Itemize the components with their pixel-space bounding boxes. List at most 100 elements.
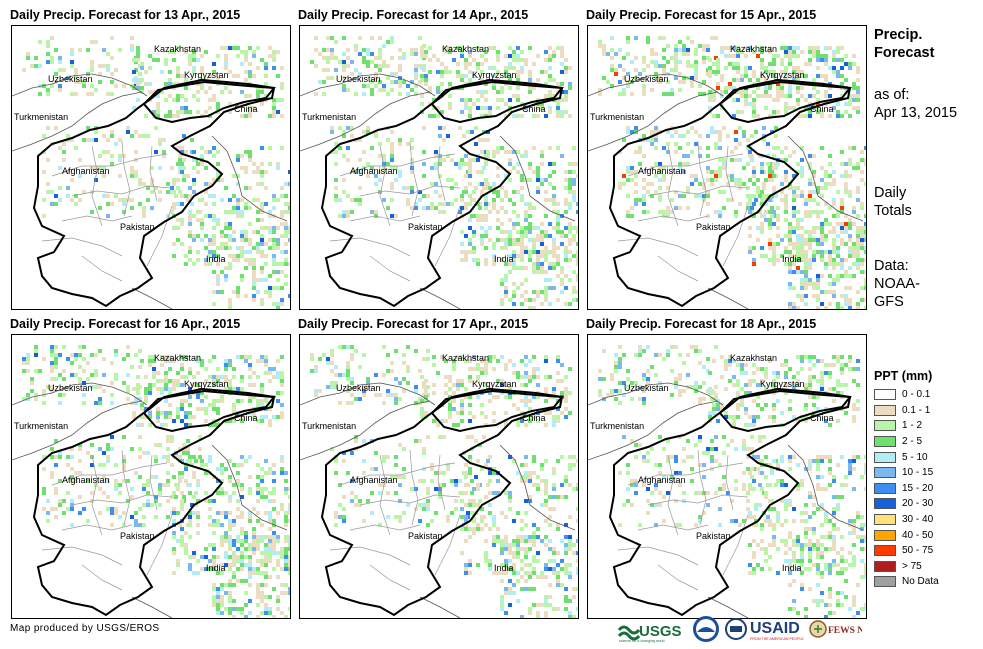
legend-item: 10 - 15 — [874, 465, 939, 481]
province-border — [667, 454, 679, 536]
province-border — [339, 462, 456, 486]
province-border — [61, 215, 133, 222]
province-border — [81, 255, 123, 282]
legend-item: 0.1 - 1 — [874, 403, 939, 419]
country-label-turkmenistan: Turkmenistan — [14, 421, 68, 431]
country-label-pakistan: Pakistan — [408, 531, 443, 541]
legend-swatch — [874, 560, 896, 572]
country-label-india: India — [494, 563, 514, 573]
country-border — [300, 91, 431, 152]
legend-swatch — [874, 498, 896, 510]
province-border — [81, 564, 123, 591]
province-border — [369, 255, 411, 282]
region-outline — [142, 80, 276, 124]
legend-label: 0.1 - 1 — [902, 404, 931, 416]
country-border — [588, 400, 719, 461]
province-border — [379, 454, 391, 536]
province-border — [146, 514, 173, 576]
panel-title: Daily Precip. Forecast for 15 Apr., 2015 — [586, 8, 817, 22]
usaid-seal-logo — [725, 618, 747, 640]
country-border — [131, 287, 173, 309]
region-outline — [608, 387, 852, 617]
province-border — [379, 145, 391, 227]
legend-swatch — [874, 467, 896, 479]
province-border — [657, 255, 699, 282]
country-border — [12, 73, 148, 97]
usgs-logo: USGS science for a changing world — [617, 623, 682, 643]
country-label-turkmenistan: Turkmenistan — [302, 112, 356, 122]
country-label-turkmenistan: Turkmenistan — [590, 421, 644, 431]
province-border — [725, 454, 734, 511]
country-label-kyrgyzstan: Kyrgyzstan — [760, 70, 805, 80]
province-border — [146, 205, 173, 267]
map-panel-4: Daily Precip. Forecast for 16 Apr., 2015… — [10, 317, 291, 619]
country-label-uzbekistan: Uzbekistan — [624, 74, 669, 84]
country-label-kazakhstan: Kazakhstan — [442, 353, 489, 363]
region-outline — [32, 78, 276, 308]
country-label-kazakhstan: Kazakhstan — [154, 353, 201, 363]
daily-line: Totals — [874, 203, 912, 219]
legend-label: 40 - 50 — [902, 529, 934, 541]
country-label-pakistan: Pakistan — [696, 222, 731, 232]
province-border — [91, 454, 103, 536]
country-label-uzbekistan: Uzbekistan — [624, 383, 669, 393]
country-border — [211, 135, 288, 222]
legend-item: > 75 — [874, 559, 939, 575]
precip-legend: PPT (mm) 0 - 0.1 0.1 - 1 1 - 2 2 - 5 5 - 10 1… — [874, 369, 939, 590]
country-label-china: China — [810, 104, 834, 114]
map-frame: Kazakhstan Uzbekistan Kyrgyzstan Turkmenist… — [587, 25, 867, 310]
region-outline — [718, 389, 852, 433]
agency-logos: USGS science for a changing world USAID … — [617, 614, 862, 644]
as-of-date: as of: Apr 13, 2015 — [874, 86, 957, 122]
region-outline — [320, 387, 564, 617]
legend-swatch — [874, 451, 896, 463]
country-label-turkmenistan: Turkmenistan — [302, 421, 356, 431]
province-border — [149, 145, 158, 202]
data-line: NOAA- — [874, 276, 920, 292]
region-outline — [32, 387, 276, 617]
forecast-title: Precip. Forecast — [874, 26, 934, 62]
legend-item: 40 - 50 — [874, 527, 939, 543]
region-outline — [718, 80, 852, 124]
province-border — [339, 153, 456, 177]
region-outline — [142, 389, 276, 433]
country-label-pakistan: Pakistan — [120, 222, 155, 232]
data-source: Data: NOAA- GFS — [874, 257, 920, 311]
province-border — [349, 215, 421, 222]
country-label-kazakhstan: Kazakhstan — [442, 44, 489, 54]
map-panel-1: Daily Precip. Forecast for 13 Apr., 2015… — [10, 8, 291, 310]
data-line: GFS — [874, 294, 904, 310]
country-label-afghanistan: Afghanistan — [350, 475, 398, 485]
country-label-india: India — [782, 563, 802, 573]
province-border — [437, 145, 446, 202]
map-panel-5: Daily Precip. Forecast for 17 Apr., 2015… — [298, 317, 579, 619]
country-label-kazakhstan: Kazakhstan — [730, 44, 777, 54]
map-credit: Map produced by USGS/EROS — [10, 623, 160, 634]
legend-item: 1 - 2 — [874, 418, 939, 434]
country-label-china: China — [522, 104, 546, 114]
province-border — [91, 145, 103, 227]
country-label-kyrgyzstan: Kyrgyzstan — [184, 379, 229, 389]
province-border — [697, 449, 707, 526]
country-label-india: India — [494, 254, 514, 264]
legend-label: 50 - 75 — [902, 545, 934, 557]
province-border — [667, 145, 679, 227]
province-border — [637, 215, 709, 222]
panel-title: Daily Precip. Forecast for 17 Apr., 2015 — [298, 317, 529, 331]
province-border — [434, 514, 461, 576]
country-label-india: India — [206, 254, 226, 264]
country-label-turkmenistan: Turkmenistan — [14, 112, 68, 122]
country-border — [131, 596, 173, 618]
country-label-china: China — [810, 413, 834, 423]
province-border — [627, 153, 744, 177]
province-border — [434, 205, 461, 267]
region-outline — [320, 78, 564, 308]
country-border — [787, 135, 864, 222]
legend-swatch — [874, 436, 896, 448]
country-border — [300, 73, 436, 97]
country-label-afghanistan: Afghanistan — [62, 166, 110, 176]
asof-value: Apr 13, 2015 — [874, 105, 958, 121]
province-border — [647, 494, 749, 506]
legend-item: 5 - 10 — [874, 449, 939, 465]
legend-label: 15 - 20 — [902, 482, 934, 494]
